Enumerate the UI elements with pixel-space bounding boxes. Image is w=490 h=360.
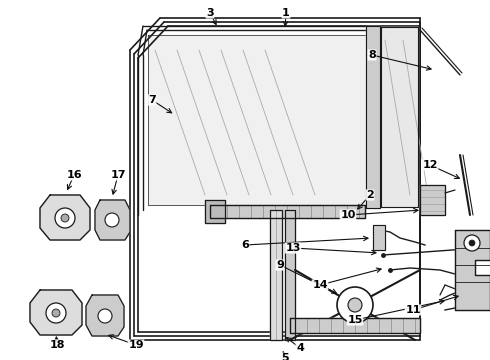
- Circle shape: [98, 309, 112, 323]
- Text: 10: 10: [341, 210, 356, 220]
- Text: 2: 2: [366, 190, 374, 200]
- Polygon shape: [30, 290, 82, 335]
- Circle shape: [464, 235, 480, 251]
- Polygon shape: [205, 200, 225, 223]
- Polygon shape: [366, 26, 380, 208]
- Circle shape: [52, 309, 60, 317]
- Text: 4: 4: [296, 343, 304, 353]
- Text: 9: 9: [276, 260, 284, 270]
- Polygon shape: [95, 200, 130, 240]
- Text: 5: 5: [281, 353, 289, 360]
- Text: 12: 12: [422, 160, 438, 170]
- Text: 3: 3: [206, 8, 214, 18]
- Text: 16: 16: [66, 170, 82, 180]
- Text: 17: 17: [110, 170, 126, 180]
- Text: 8: 8: [368, 50, 376, 60]
- Text: 1: 1: [282, 8, 290, 18]
- Polygon shape: [373, 225, 385, 250]
- Text: 19: 19: [128, 340, 144, 350]
- Text: 13: 13: [285, 243, 301, 253]
- Polygon shape: [86, 295, 124, 336]
- Text: 6: 6: [241, 240, 249, 250]
- Circle shape: [469, 240, 475, 246]
- Text: 15: 15: [347, 315, 363, 325]
- Circle shape: [46, 303, 66, 323]
- Polygon shape: [148, 35, 370, 205]
- Polygon shape: [420, 185, 445, 215]
- Circle shape: [337, 287, 373, 323]
- Circle shape: [61, 214, 69, 222]
- Circle shape: [55, 208, 75, 228]
- Polygon shape: [210, 205, 365, 218]
- Polygon shape: [381, 27, 418, 207]
- Text: 11: 11: [405, 305, 421, 315]
- Text: 7: 7: [148, 95, 156, 105]
- Circle shape: [105, 213, 119, 227]
- Text: 14: 14: [312, 280, 328, 290]
- Polygon shape: [290, 318, 420, 333]
- Text: 18: 18: [49, 340, 65, 350]
- Polygon shape: [455, 230, 490, 310]
- Polygon shape: [40, 195, 90, 240]
- Circle shape: [348, 298, 362, 312]
- Polygon shape: [285, 210, 295, 340]
- Polygon shape: [270, 210, 282, 340]
